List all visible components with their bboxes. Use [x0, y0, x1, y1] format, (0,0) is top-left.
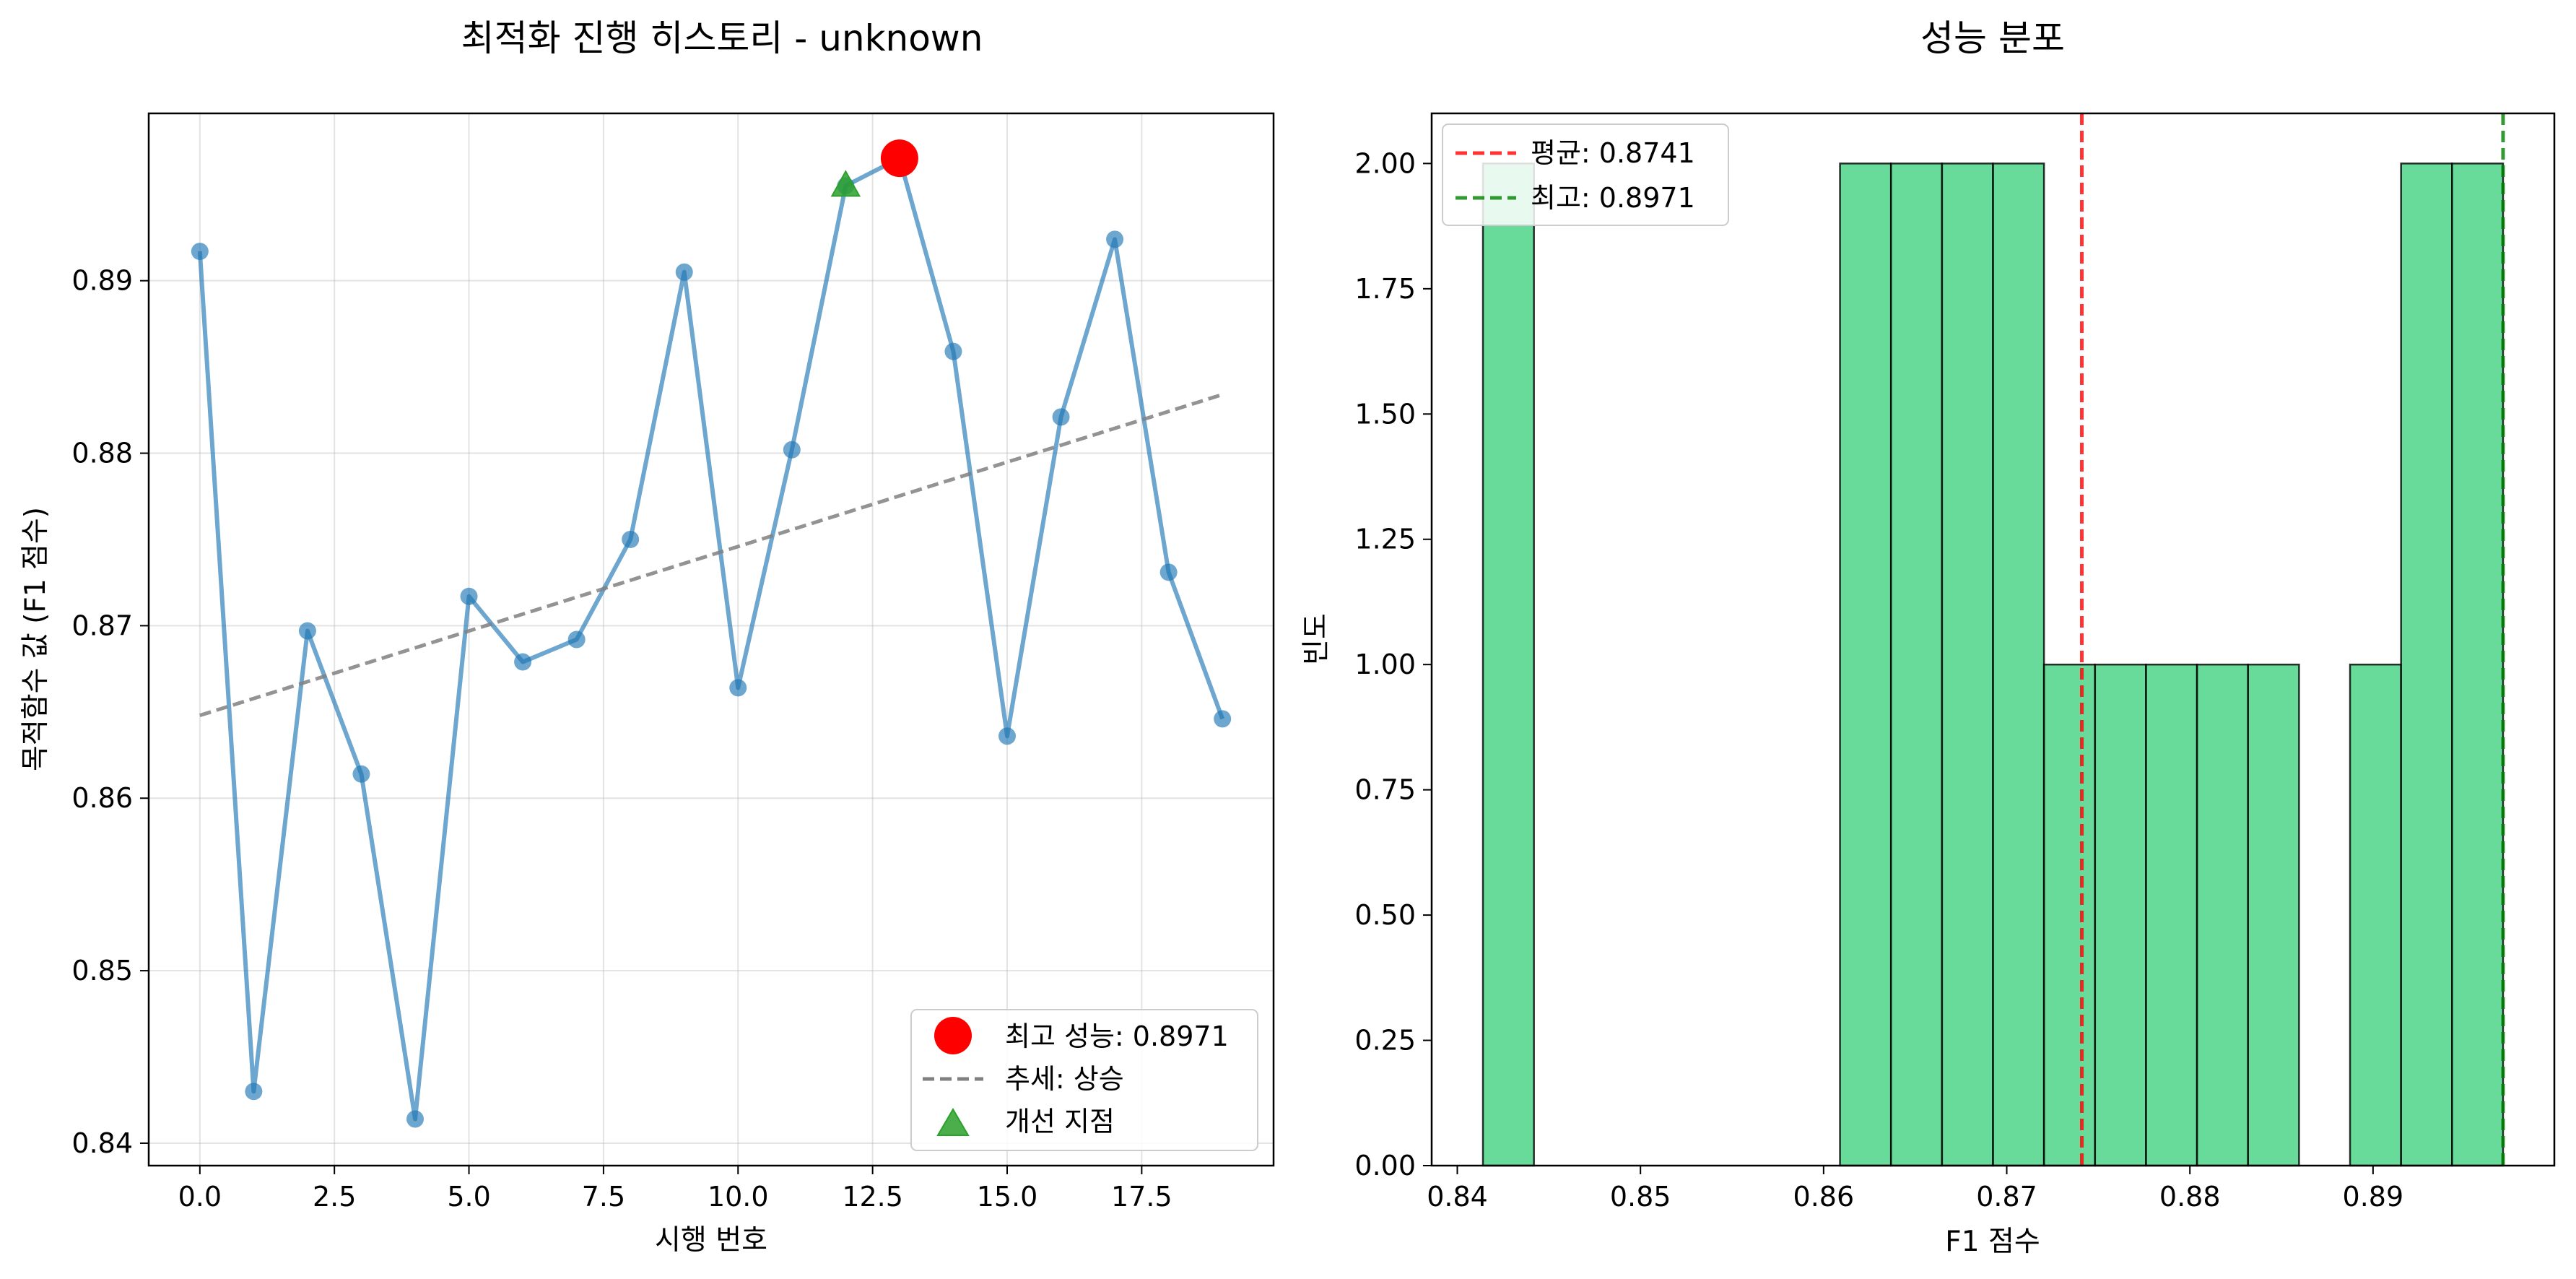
- improvement-marker: [830, 170, 861, 197]
- y-tick-label: 0.75: [1354, 774, 1416, 806]
- left-legend: 최고 성능: 0.8971 추세: 상승 개선 지점: [910, 1009, 1258, 1151]
- right-x-ticks: 0.84 0.85 0.86 0.87 0.88 0.89: [1427, 1166, 2403, 1213]
- trend-line: [199, 392, 1223, 717]
- right-plot-area: [1481, 113, 2505, 1167]
- y-tick-label: 0.88: [71, 438, 133, 469]
- histogram-bar: [2145, 663, 2198, 1167]
- legend-best-marker: [934, 1017, 972, 1054]
- trial-point: [406, 1110, 424, 1128]
- left-x-ticks: 0.0 2.5 5.0 7.5 10.0 12.5 15.0 17.5: [178, 1166, 1172, 1213]
- trial-point: [729, 679, 747, 697]
- legend-trend-label: 추세: 상승: [1005, 1063, 1124, 1095]
- right-legend-box: [1442, 123, 1729, 226]
- histogram-bar: [2349, 663, 2402, 1167]
- left-plot-area: [191, 139, 1232, 1128]
- trial-point: [298, 622, 316, 640]
- left-legend-box: [910, 1009, 1258, 1151]
- y-tick-label: 0.50: [1354, 899, 1416, 931]
- trial-point: [1159, 563, 1178, 581]
- right-x-axis-label: F1 점수: [1945, 1226, 2040, 1258]
- trial-point: [567, 630, 586, 649]
- trial-point: [245, 1083, 263, 1101]
- y-tick-label: 1.50: [1354, 398, 1416, 430]
- y-tick-label: 0.87: [71, 610, 133, 641]
- y-tick-label: 1.75: [1354, 273, 1416, 305]
- x-tick-label: 12.5: [842, 1181, 903, 1213]
- y-tick-label: 2.00: [1354, 147, 1416, 179]
- histogram-bar: [2196, 663, 2249, 1167]
- objective-line: [197, 156, 1224, 1122]
- x-tick-label: 5.0: [447, 1181, 490, 1213]
- y-tick-label: 0.86: [71, 782, 133, 814]
- legend-max-label: 최고: 0.8971: [1531, 182, 1695, 214]
- legend-improve-marker: [936, 1108, 970, 1136]
- x-tick-label: 0.87: [1976, 1181, 2037, 1213]
- legend-improve-label: 개선 지점: [1005, 1106, 1115, 1137]
- left-x-axis-label: 시행 번호: [655, 1224, 767, 1257]
- left-chart-title: 최적화 진행 히스토리 - unknown: [461, 17, 983, 59]
- y-tick-label: 0.89: [71, 265, 133, 297]
- histogram-bar: [2094, 663, 2147, 1167]
- right-legend: 평균: 0.8741 최고: 0.8971: [1442, 123, 1729, 226]
- histogram-bar: [1481, 162, 1535, 1167]
- histogram-bar: [1889, 162, 1944, 1167]
- y-tick-label: 0.85: [71, 955, 133, 987]
- left-axes-frame: [147, 112, 1275, 1167]
- y-tick-label: 1.00: [1354, 649, 1416, 680]
- histogram-bar: [2042, 663, 2097, 1167]
- trial-point: [460, 587, 478, 605]
- x-tick-label: 0.85: [1610, 1181, 1671, 1213]
- x-tick-label: 10.0: [708, 1181, 769, 1213]
- trial-point: [1214, 710, 1232, 728]
- optimization-history-chart: 최적화 진행 히스토리 - unknown 0.0 2.5 5.0 7.5 10.0 12…: [19, 17, 1275, 1257]
- x-tick-label: 0.89: [2343, 1181, 2404, 1213]
- x-tick-label: 2.5: [313, 1181, 356, 1213]
- legend-mean-label: 평균: 0.8741: [1531, 137, 1695, 169]
- trial-point: [675, 263, 693, 281]
- performance-distribution-chart: 성능 분포 0.84 0.85 0.86 0.87 0.88 0.89 0.000.250…: [1300, 17, 2556, 1258]
- x-tick-label: 17.5: [1111, 1181, 1172, 1213]
- trial-point: [191, 243, 209, 261]
- x-tick-label: 0.86: [1793, 1181, 1855, 1213]
- best-point: [880, 139, 918, 178]
- y-tick-label: 0.25: [1354, 1025, 1416, 1057]
- y-tick-label: 0.84: [71, 1127, 133, 1159]
- x-tick-label: 7.5: [582, 1181, 625, 1213]
- histogram-bar: [1941, 162, 1994, 1167]
- trial-point: [783, 441, 801, 459]
- histogram-bar: [2400, 162, 2453, 1167]
- right-y-axis-label: 빈도: [1300, 613, 1333, 665]
- right-chart-title: 성능 분포: [1920, 17, 2065, 59]
- x-tick-label: 15.0: [977, 1181, 1038, 1213]
- x-tick-label: 0.0: [178, 1181, 222, 1213]
- histogram-bar: [2451, 162, 2505, 1167]
- trial-point: [944, 342, 962, 360]
- trial-point: [622, 530, 640, 548]
- x-tick-label: 0.88: [2159, 1181, 2221, 1213]
- trial-point: [998, 727, 1016, 745]
- left-grid: [149, 113, 1274, 1166]
- trial-point: [352, 765, 370, 783]
- histogram-bar: [1839, 162, 1892, 1167]
- legend-best-label: 최고 성능: 0.8971: [1005, 1020, 1229, 1052]
- left-y-axis-label: 목적함수 값 (F1 점수): [19, 507, 52, 771]
- trial-point: [514, 653, 532, 671]
- histogram-bar: [1992, 162, 2045, 1167]
- trial-point: [1106, 230, 1124, 248]
- x-tick-label: 0.84: [1427, 1181, 1488, 1213]
- y-tick-label: 1.25: [1354, 524, 1416, 555]
- left-y-ticks: 0.84 0.85 0.86 0.87 0.88 0.89: [71, 265, 149, 1159]
- right-axes-frame: [1430, 112, 2556, 1167]
- histogram-bar: [2247, 663, 2300, 1167]
- y-tick-label: 0.00: [1354, 1150, 1416, 1182]
- right-y-ticks: 0.00 0.25 0.50 0.75 1.00 1.25 1.50 1.75 2.00: [1354, 147, 1432, 1182]
- trial-point: [1052, 408, 1070, 426]
